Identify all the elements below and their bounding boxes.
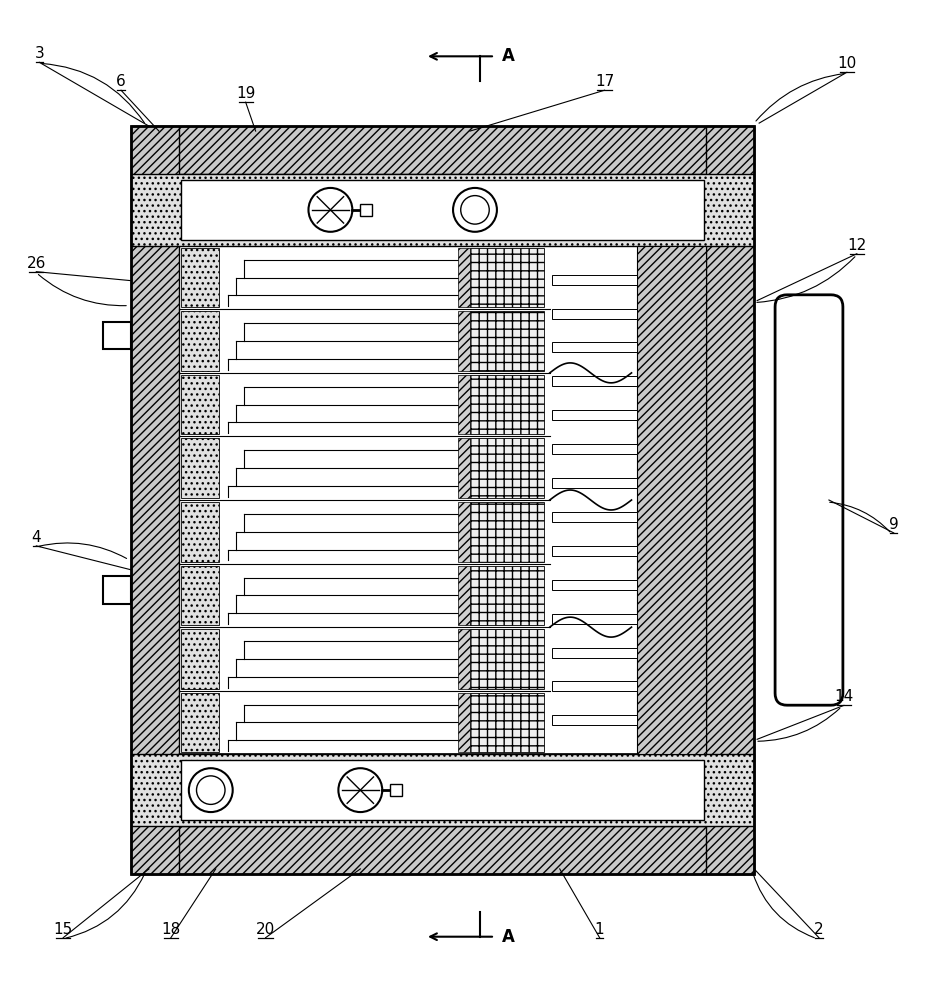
Bar	[470, 693, 544, 752]
Bar	[637, 246, 706, 754]
Bar	[458, 502, 470, 562]
Bar	[706, 126, 754, 874]
Bar	[181, 375, 219, 434]
Text: 2: 2	[814, 922, 824, 937]
Text: 4: 4	[32, 530, 41, 545]
Circle shape	[189, 768, 233, 812]
Bar	[470, 502, 544, 562]
Text: 19: 19	[236, 86, 255, 101]
Bar	[552, 580, 637, 590]
Text: 3: 3	[35, 46, 44, 61]
Bar	[181, 760, 704, 820]
Text: 6: 6	[116, 74, 126, 89]
Bar	[470, 375, 544, 434]
Text: 12: 12	[847, 238, 867, 253]
Text: 26: 26	[26, 256, 46, 271]
Bar	[552, 546, 637, 556]
Text: 9: 9	[889, 517, 899, 532]
Bar	[131, 826, 754, 874]
Bar	[131, 754, 754, 826]
Bar	[470, 566, 544, 625]
Bar	[458, 693, 470, 752]
Bar	[103, 322, 131, 349]
Bar	[552, 444, 637, 454]
Bar	[181, 248, 219, 307]
Text: 17: 17	[595, 74, 614, 89]
Text: 15: 15	[53, 922, 73, 937]
Bar	[470, 629, 544, 689]
Bar	[552, 309, 637, 319]
Bar	[181, 311, 219, 371]
Bar	[131, 126, 179, 874]
Text: A: A	[502, 47, 515, 65]
Bar	[458, 311, 470, 371]
Bar	[458, 629, 470, 689]
Text: 1: 1	[595, 922, 604, 937]
Bar	[458, 566, 470, 625]
Bar	[552, 681, 637, 691]
Bar	[552, 342, 637, 352]
Bar	[458, 375, 470, 434]
Bar	[552, 614, 637, 624]
Circle shape	[196, 776, 225, 804]
Circle shape	[461, 196, 490, 224]
Bar	[552, 512, 637, 522]
Bar	[552, 715, 637, 725]
Circle shape	[453, 188, 497, 232]
Bar	[552, 275, 637, 285]
Bar	[179, 246, 706, 754]
Bar	[552, 410, 637, 420]
Text: 14: 14	[834, 689, 854, 704]
Bar	[131, 174, 754, 246]
Bar	[552, 648, 637, 658]
Circle shape	[309, 188, 353, 232]
Bar	[470, 438, 544, 498]
Text: 20: 20	[256, 922, 275, 937]
FancyBboxPatch shape	[775, 295, 843, 705]
Circle shape	[339, 768, 383, 812]
Text: A: A	[502, 928, 515, 946]
Bar	[470, 248, 544, 307]
Bar	[181, 693, 219, 752]
Bar	[103, 576, 131, 604]
Bar	[181, 502, 219, 562]
Bar	[458, 438, 470, 498]
Bar	[552, 376, 637, 386]
Text: 10: 10	[838, 56, 856, 71]
Bar	[181, 438, 219, 498]
Bar	[390, 784, 402, 796]
Bar	[470, 311, 544, 371]
Bar	[181, 566, 219, 625]
Bar	[181, 629, 219, 689]
Text: 18: 18	[161, 922, 180, 937]
Bar	[552, 478, 637, 488]
Bar	[131, 126, 754, 874]
Bar	[458, 248, 470, 307]
Bar	[181, 180, 704, 240]
Bar	[131, 126, 754, 174]
Bar	[360, 204, 372, 216]
